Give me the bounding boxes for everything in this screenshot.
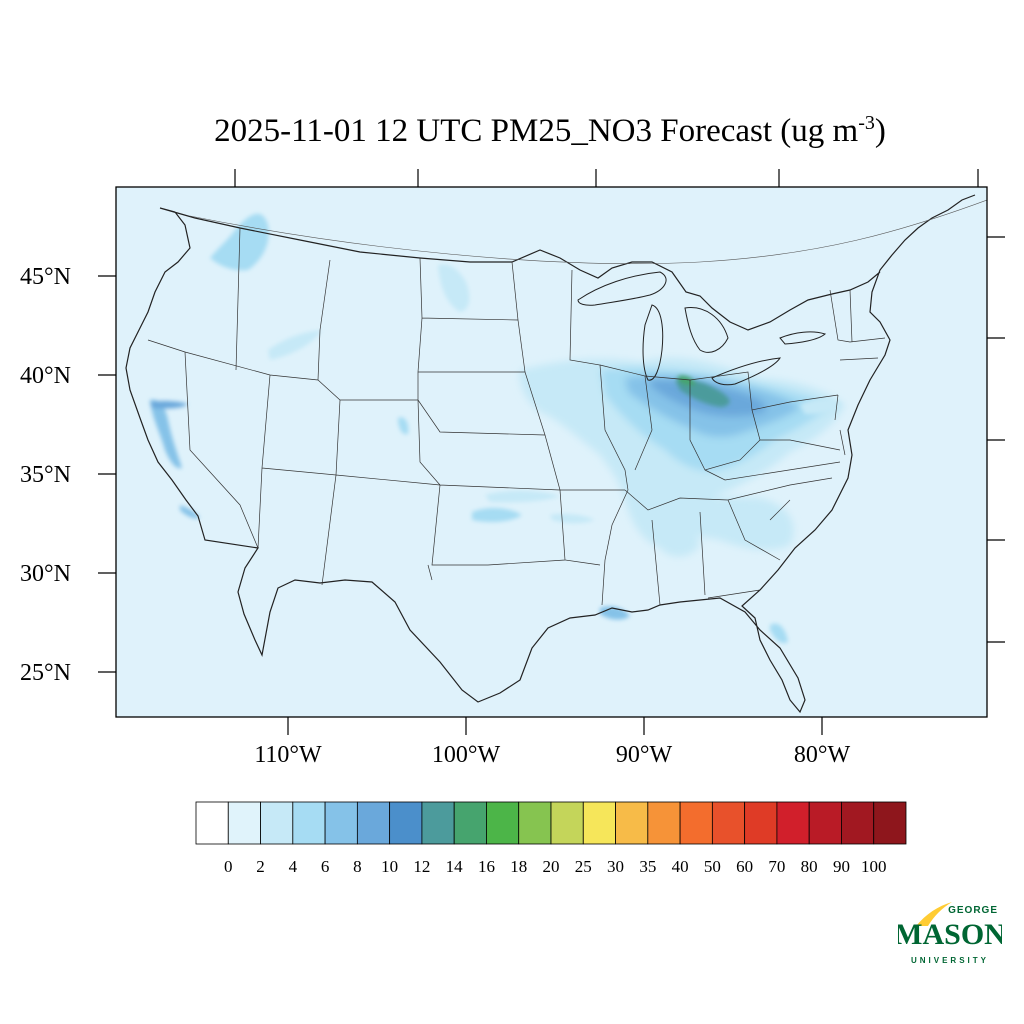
lake-ontario: [779, 331, 827, 345]
plume-colorado: [398, 417, 409, 435]
colorbar-tick-label: 80: [801, 857, 818, 876]
colorbar-swatch: [195, 801, 229, 845]
plume-red-river: [485, 490, 560, 503]
lon-label-80w: 80°W: [794, 742, 851, 768]
plume-california-valley: [150, 399, 182, 469]
colorbar-tick-label: 20: [543, 857, 560, 876]
colorbar-tick-label: 4: [289, 857, 298, 876]
colorbar-tick-label: 70: [768, 857, 785, 876]
lon-labels: 110°W 100°W 90°W 80°W: [254, 742, 850, 768]
colorbar-swatch: [647, 801, 681, 845]
colorbar-tick-label: 18: [510, 857, 527, 876]
colorbar-tick-label: 12: [413, 857, 430, 876]
colorbar-swatch: [679, 801, 713, 845]
lat-label-25: 25°N: [20, 660, 71, 686]
colorbar-swatch: [518, 801, 552, 845]
title-superscript: -3: [858, 112, 875, 134]
plume-north-plains: [438, 264, 470, 312]
colorbar-swatch: [873, 801, 907, 845]
colorbar-tick-label: 90: [833, 857, 850, 876]
colorbar-swatch: [292, 801, 326, 845]
title-close: ): [874, 113, 886, 149]
colorbar-tick-label: 10: [381, 857, 398, 876]
lake-huron: [684, 307, 729, 353]
plume-hotspot-green: [678, 375, 696, 386]
graticule: [189, 199, 987, 264]
colorbar-swatch: [421, 801, 455, 845]
colorbar-labels: 0 2 4 6 8 10 12 14 16 18 20 25 30 35 40 50 60 70 80 90 100: [224, 857, 886, 876]
state-lines: [147, 227, 886, 606]
logo-bottom-text: UNIVERSITY: [911, 956, 989, 965]
lon-label-100w: 100°W: [432, 742, 501, 768]
colorbar-swatch: [841, 801, 875, 845]
colorbar-tick-label: 2: [256, 857, 265, 876]
colorbar-swatch: [582, 801, 616, 845]
logo-main-text: MASON: [898, 918, 1002, 951]
logo-top-text: GEORGE: [948, 905, 998, 916]
lat-label-35: 35°N: [20, 462, 71, 488]
plume-southeast: [650, 497, 794, 550]
lake-erie: [711, 357, 781, 386]
lake-michigan: [642, 304, 664, 381]
colorbar-tick-label: 50: [704, 857, 721, 876]
lat-label-40: 40°N: [20, 363, 71, 389]
colorbar-tick-label: 16: [478, 857, 495, 876]
colorbar-swatch: [808, 801, 842, 845]
colorbar-tick-label: 100: [861, 857, 887, 876]
plume-northeast: [800, 398, 842, 415]
plume-idaho: [268, 330, 322, 360]
university-logo: GEORGE MASON UNIVERSITY: [898, 902, 1002, 965]
colorbar-tick-label: 8: [353, 857, 362, 876]
plume-oklahoma: [472, 508, 522, 523]
colorbar-swatch: [615, 801, 649, 845]
plume-los-angeles: [180, 505, 200, 519]
colorbar-swatch: [356, 801, 391, 845]
title-text: 2025-11-01 12 UTC PM25_NO3 Forecast (ug …: [214, 113, 859, 149]
colorbar-swatch: [260, 801, 294, 845]
colorbar-swatch: [453, 801, 487, 845]
lat-label-30: 30°N: [20, 561, 71, 587]
lake-superior: [577, 271, 667, 306]
colorbar-swatch: [550, 801, 584, 845]
map-outlines: [125, 194, 976, 714]
colorbar-swatch: [486, 801, 520, 845]
colorbar-swatch: [227, 801, 261, 845]
colorbar-tick-label: 40: [672, 857, 689, 876]
colorbar-swatch: [744, 801, 778, 845]
lon-label-110w: 110°W: [254, 742, 322, 768]
map-background: [116, 187, 987, 717]
plume-arkansas: [550, 513, 595, 524]
colorbar-tick-label: 30: [607, 857, 624, 876]
lat-label-45: 45°N: [20, 264, 71, 290]
plume-bay-area: [150, 400, 188, 409]
map-frame: [115, 186, 988, 718]
colorbar: [195, 801, 907, 845]
logo-swoosh: [916, 902, 952, 926]
map-ticks: [98, 169, 1005, 735]
plume-hotspot-teal: [675, 379, 730, 407]
plume-florida: [770, 623, 788, 644]
colorbar-swatch: [389, 801, 423, 845]
colorbar-tick-label: 60: [736, 857, 753, 876]
colorbar-tick-label: 0: [224, 857, 233, 876]
colorbar-tick-label: 35: [639, 857, 656, 876]
colorbar-swatch: [324, 801, 358, 845]
lat-labels: 45°N 40°N 35°N 30°N 25°N: [20, 264, 71, 686]
colorbar-tick-label: 14: [446, 857, 464, 876]
colorbar-swatch: [776, 801, 810, 845]
lon-label-90w: 90°W: [616, 742, 673, 768]
coastline-and-border: [125, 194, 976, 714]
map-title: 2025-11-01 12 UTC PM25_NO3 Forecast (ug …: [0, 112, 1024, 150]
colorbar-tick-label: 6: [321, 857, 330, 876]
colorbar-swatch: [711, 801, 746, 845]
colorbar-tick-label: 25: [575, 857, 592, 876]
